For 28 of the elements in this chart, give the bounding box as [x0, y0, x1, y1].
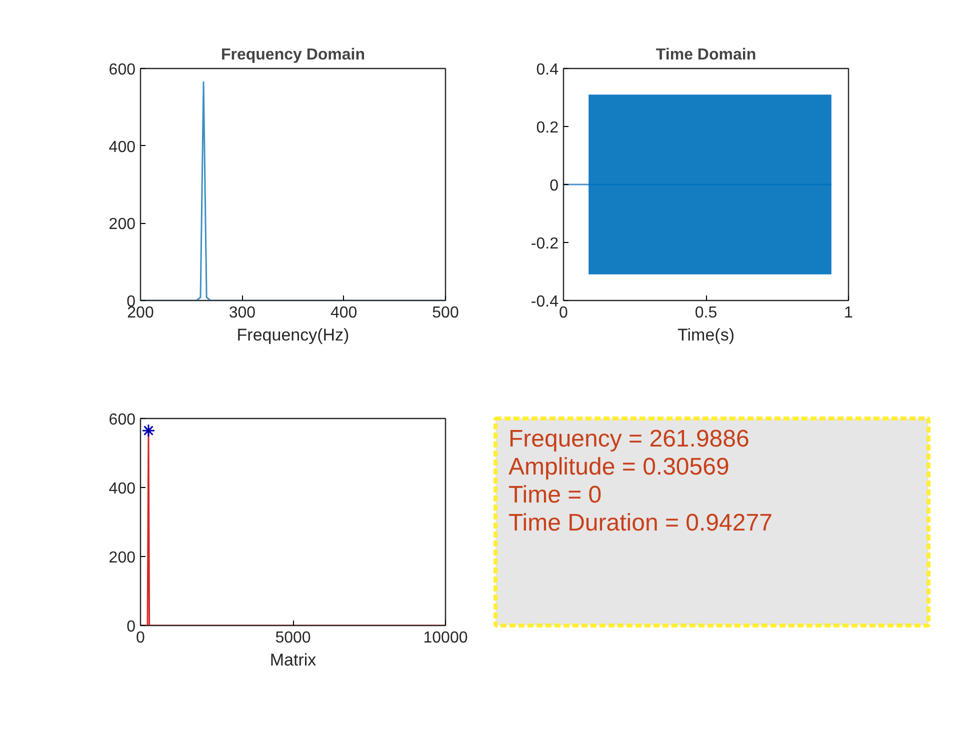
- text: Amplitude = 0.30569: [508, 454, 730, 481]
- y-tick-label: -0.2: [530, 236, 559, 252]
- y-tick-label: 400: [108, 480, 136, 498]
- y-tick-label: 0.4: [536, 62, 559, 78]
- x-tick-label: 10000: [423, 630, 468, 646]
- x-axis-title: Matrix: [270, 650, 317, 670]
- y-tick-label: 600: [108, 62, 136, 78]
- y-tick-label: 0: [126, 618, 136, 636]
- x-tick-label: 300: [228, 304, 256, 322]
- x-tick-label: 1: [844, 304, 854, 322]
- x-axis-title: Frequency(Hz): [236, 326, 350, 344]
- x-tick-label: 0.5: [694, 304, 718, 322]
- chart-title: Time Domain: [656, 46, 756, 64]
- text: Time Duration = 0.94277: [508, 510, 772, 537]
- y-tick-label: 200: [108, 216, 136, 234]
- y-tick-label: -0.4: [530, 294, 559, 310]
- x-tick-label: 400: [330, 304, 358, 322]
- y-tick-label: 600: [108, 412, 136, 428]
- text: Frequency = 261.9886: [508, 426, 750, 453]
- y-tick-label: 0.2: [536, 120, 559, 136]
- x-tick-label: 500: [432, 304, 459, 322]
- chart-title: Frequency Domain: [220, 46, 366, 64]
- y-tick-label: 200: [108, 550, 136, 566]
- x-axis-title: Time(s): [678, 326, 734, 344]
- y-tick-label: 400: [108, 138, 136, 156]
- x-tick-label: 5000: [275, 630, 311, 646]
- text: Time = 0: [508, 482, 602, 509]
- y-tick-label: 0: [550, 178, 559, 194]
